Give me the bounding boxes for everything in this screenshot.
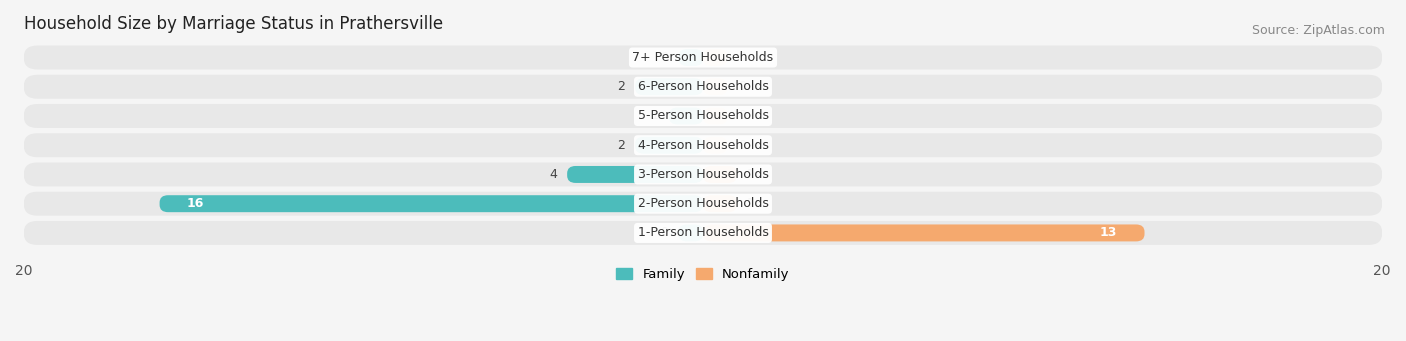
FancyBboxPatch shape (636, 137, 703, 154)
FancyBboxPatch shape (669, 107, 703, 124)
FancyBboxPatch shape (679, 49, 703, 66)
Text: Household Size by Marriage Status in Prathersville: Household Size by Marriage Status in Pra… (24, 15, 443, 33)
FancyBboxPatch shape (703, 224, 1144, 241)
Text: 5-Person Households: 5-Person Households (637, 109, 769, 122)
Text: 2: 2 (617, 139, 624, 152)
Text: 4: 4 (550, 168, 557, 181)
Text: 0: 0 (738, 109, 745, 122)
FancyBboxPatch shape (24, 221, 1382, 245)
FancyBboxPatch shape (703, 166, 737, 183)
Text: 16: 16 (187, 197, 204, 210)
FancyBboxPatch shape (703, 137, 727, 154)
Text: Source: ZipAtlas.com: Source: ZipAtlas.com (1251, 24, 1385, 37)
Text: 2-Person Households: 2-Person Households (637, 197, 769, 210)
FancyBboxPatch shape (24, 133, 1382, 157)
Text: 0: 0 (661, 226, 668, 239)
FancyBboxPatch shape (160, 195, 703, 212)
Text: 0: 0 (661, 51, 668, 64)
Text: 0: 0 (738, 139, 745, 152)
FancyBboxPatch shape (24, 192, 1382, 216)
FancyBboxPatch shape (567, 166, 703, 183)
Text: 4-Person Households: 4-Person Households (637, 139, 769, 152)
Legend: Family, Nonfamily: Family, Nonfamily (612, 262, 794, 286)
Text: 0: 0 (738, 51, 745, 64)
Text: 1: 1 (747, 197, 755, 210)
Text: 3-Person Households: 3-Person Households (637, 168, 769, 181)
Text: 1-Person Households: 1-Person Households (637, 226, 769, 239)
FancyBboxPatch shape (703, 78, 727, 95)
FancyBboxPatch shape (24, 162, 1382, 187)
Text: 1: 1 (651, 109, 659, 122)
Text: 7+ Person Households: 7+ Person Households (633, 51, 773, 64)
FancyBboxPatch shape (24, 104, 1382, 128)
FancyBboxPatch shape (24, 75, 1382, 99)
FancyBboxPatch shape (679, 224, 703, 241)
Text: 13: 13 (1099, 226, 1118, 239)
FancyBboxPatch shape (703, 195, 737, 212)
Text: 0: 0 (738, 80, 745, 93)
Text: 2: 2 (617, 80, 624, 93)
Text: 6-Person Households: 6-Person Households (637, 80, 769, 93)
FancyBboxPatch shape (703, 49, 727, 66)
FancyBboxPatch shape (703, 107, 727, 124)
Text: 1: 1 (747, 168, 755, 181)
FancyBboxPatch shape (636, 78, 703, 95)
FancyBboxPatch shape (24, 45, 1382, 70)
